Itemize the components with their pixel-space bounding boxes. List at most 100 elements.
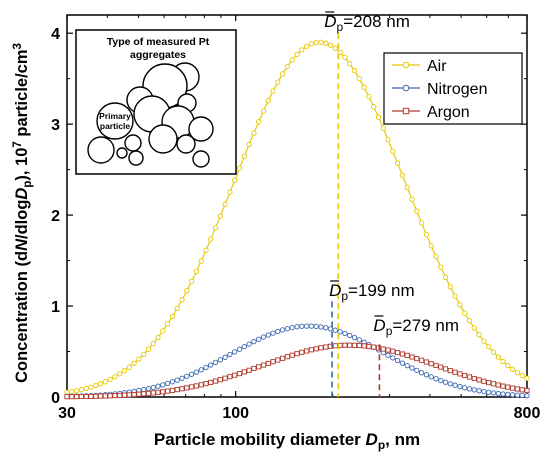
data-point-air xyxy=(505,362,511,369)
data-point-argon xyxy=(69,394,75,400)
data-point-argon xyxy=(270,359,276,365)
data-point-argon xyxy=(514,386,520,392)
data-point-argon xyxy=(198,382,204,388)
data-point-air xyxy=(97,381,104,387)
data-point-argon xyxy=(466,374,473,380)
aggregate-inset: Type of measured Pt aggregates Primary p… xyxy=(75,29,237,175)
data-point-argon xyxy=(299,349,305,355)
data-point-nitrogen xyxy=(524,393,530,399)
inset-title-line1: Type of measured Pt xyxy=(107,36,210,48)
data-point-air xyxy=(519,372,525,379)
particle-circle xyxy=(148,124,178,154)
data-point-air xyxy=(236,165,243,171)
legend-label-nitrogen: Nitrogen xyxy=(427,81,487,98)
data-point-nitrogen xyxy=(447,381,453,387)
series-air xyxy=(64,39,530,396)
legend-marker-air xyxy=(402,61,410,69)
data-point-argon xyxy=(519,387,525,393)
data-point-air xyxy=(256,119,262,125)
data-point-argon xyxy=(97,393,104,399)
data-point-air xyxy=(495,354,501,360)
data-point-air xyxy=(371,104,377,110)
data-point-nitrogen xyxy=(308,323,315,329)
data-point-argon xyxy=(385,347,391,353)
data-point-argon xyxy=(500,383,506,389)
data-point-argon xyxy=(284,354,290,360)
data-point-nitrogen xyxy=(414,367,420,374)
data-point-air xyxy=(318,39,324,45)
legend-entry-nitrogen: Nitrogen xyxy=(392,81,487,98)
data-point-air xyxy=(284,63,291,70)
data-point-argon xyxy=(428,361,434,367)
data-point-argon xyxy=(227,374,233,380)
data-point-argon xyxy=(246,367,252,373)
data-point-argon xyxy=(88,393,94,399)
mean-diameter-label-air: Dp=208 nm xyxy=(324,12,410,34)
data-point-nitrogen xyxy=(347,332,353,339)
data-point-argon xyxy=(471,375,477,382)
data-point-air xyxy=(232,177,238,183)
data-point-nitrogen xyxy=(323,325,329,331)
data-point-air xyxy=(323,40,329,46)
data-point-argon xyxy=(395,350,401,356)
data-point-argon xyxy=(136,391,142,397)
data-point-argon xyxy=(236,371,243,377)
data-point-nitrogen xyxy=(438,377,444,384)
data-point-air xyxy=(466,318,473,324)
data-point-argon xyxy=(347,342,353,348)
particle-circle xyxy=(176,134,196,154)
data-point-nitrogen xyxy=(184,373,190,379)
data-point-air xyxy=(428,243,434,249)
data-point-nitrogen xyxy=(294,324,300,330)
data-point-air xyxy=(366,93,372,100)
data-point-nitrogen xyxy=(303,323,310,329)
data-point-air xyxy=(385,136,391,143)
data-point-air xyxy=(347,61,353,67)
data-point-nitrogen xyxy=(155,383,161,389)
data-point-air xyxy=(174,305,180,312)
data-point-air xyxy=(141,351,147,357)
data-point-air xyxy=(102,379,108,385)
data-point-air xyxy=(476,332,482,338)
data-point-air xyxy=(241,153,247,159)
data-point-nitrogen xyxy=(423,372,430,378)
data-point-air xyxy=(375,114,382,120)
data-point-air xyxy=(112,374,118,380)
particle-circle xyxy=(87,136,115,164)
data-point-argon xyxy=(179,386,185,392)
data-point-air xyxy=(414,208,420,214)
data-point-nitrogen xyxy=(284,325,291,332)
legend-marker-argon xyxy=(402,107,410,115)
data-point-argon xyxy=(208,379,214,385)
data-point-nitrogen xyxy=(217,357,223,363)
data-point-air xyxy=(222,201,228,207)
data-point-nitrogen xyxy=(174,377,180,383)
data-point-nitrogen xyxy=(164,380,171,387)
data-point-argon xyxy=(433,362,439,368)
data-point-nitrogen xyxy=(505,391,511,398)
data-point-air xyxy=(308,41,315,47)
legend-entry-air: Air xyxy=(392,58,447,75)
data-point-air xyxy=(73,388,80,394)
data-point-nitrogen xyxy=(442,379,449,385)
data-point-argon xyxy=(313,346,319,352)
data-point-air xyxy=(332,45,338,51)
data-point-air xyxy=(462,310,468,316)
data-point-argon xyxy=(112,393,118,399)
data-point-nitrogen xyxy=(385,352,391,358)
data-point-air xyxy=(198,258,204,264)
data-point-argon xyxy=(371,344,377,350)
data-point-nitrogen xyxy=(481,388,487,395)
data-point-air xyxy=(327,42,334,48)
data-point-argon xyxy=(174,387,180,393)
data-point-argon xyxy=(83,393,89,400)
data-point-argon xyxy=(131,392,137,398)
data-point-air xyxy=(404,184,410,190)
data-point-argon xyxy=(265,360,271,366)
data-point-nitrogen xyxy=(466,386,473,392)
data-point-argon xyxy=(442,366,449,372)
data-point-air xyxy=(452,293,458,299)
data-point-argon xyxy=(356,342,362,349)
data-point-argon xyxy=(212,378,219,384)
